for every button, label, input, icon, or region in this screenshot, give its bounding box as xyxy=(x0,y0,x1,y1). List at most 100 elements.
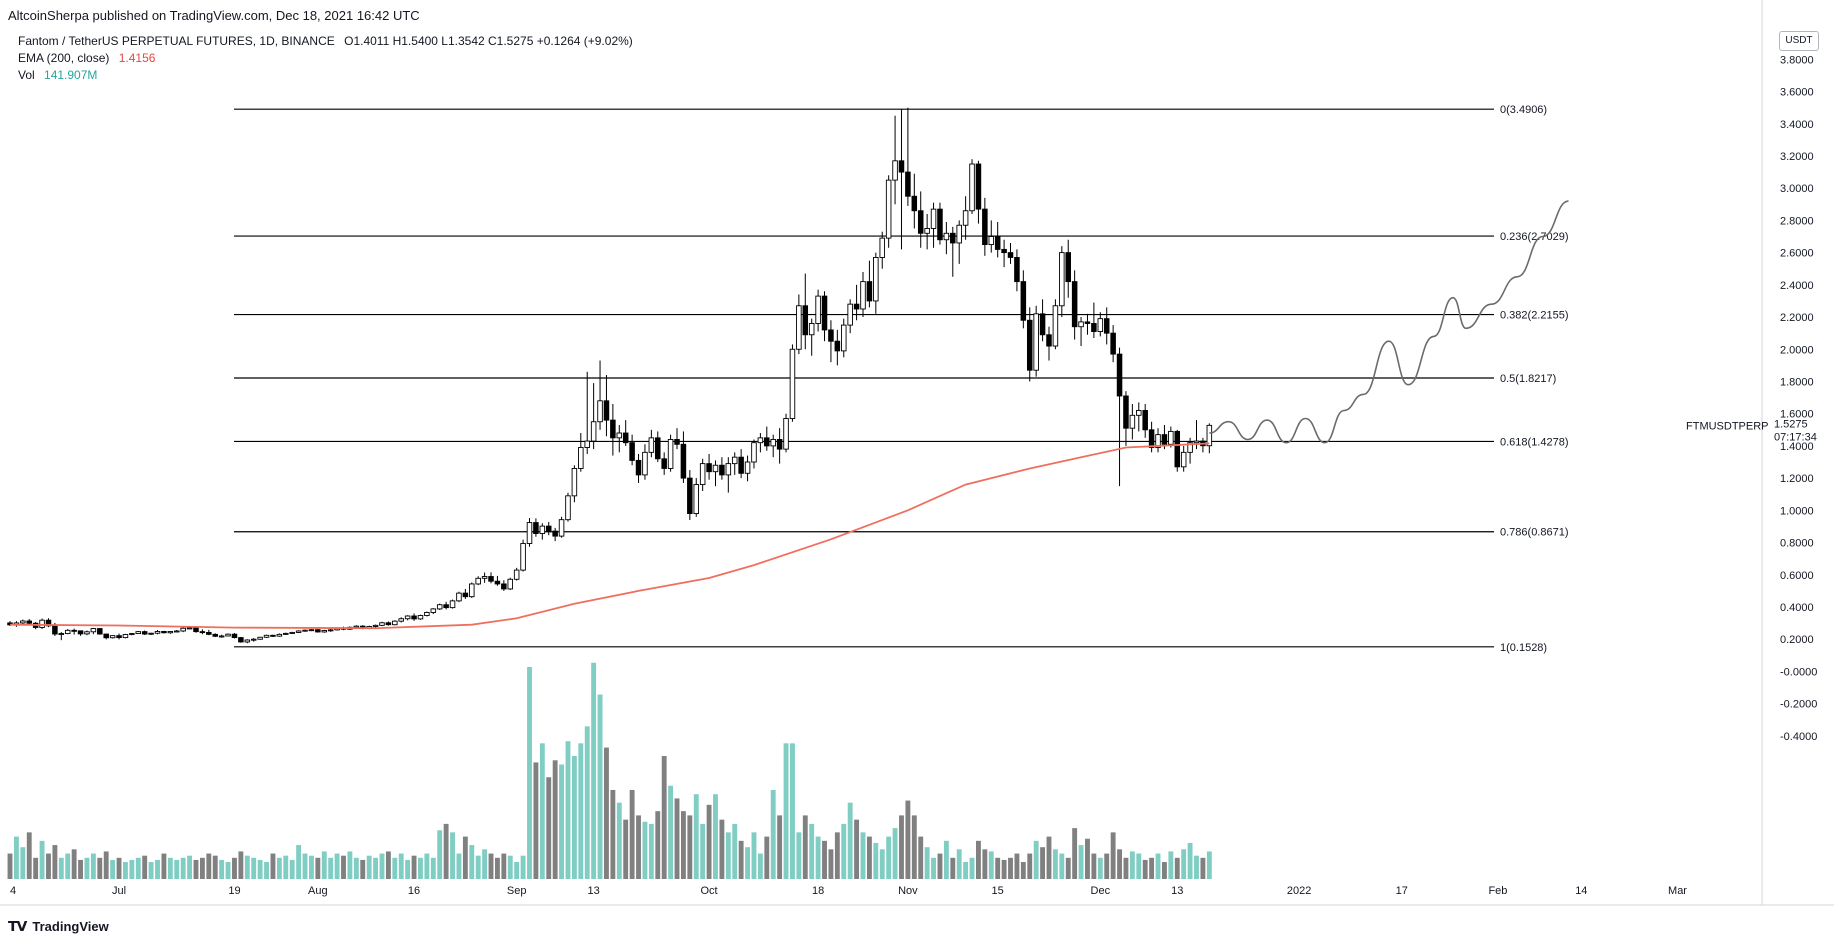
volume-bar xyxy=(199,857,205,879)
volume-bar xyxy=(1059,853,1065,879)
candle xyxy=(789,344,796,422)
volume-bar xyxy=(527,667,532,879)
candle xyxy=(975,160,982,224)
candle xyxy=(436,603,443,611)
volume-bar xyxy=(469,845,475,879)
candle xyxy=(924,213,930,250)
volume-bar xyxy=(1040,847,1046,879)
volume-bar xyxy=(283,855,289,879)
legend-symbol-row: Fantom / TetherUS PERPETUAL FUTURES, 1D,… xyxy=(18,33,633,50)
candle xyxy=(295,630,302,634)
volume-bar xyxy=(648,823,654,879)
volume-bar xyxy=(706,804,712,879)
volume-bar xyxy=(1001,859,1007,879)
volume-bar xyxy=(341,855,346,879)
volume-bar xyxy=(790,743,795,879)
volume-bar xyxy=(90,853,96,879)
candle xyxy=(475,576,481,586)
candle xyxy=(1007,242,1014,264)
volume-bar xyxy=(642,821,648,879)
volume-bar xyxy=(745,847,750,879)
candle xyxy=(526,518,533,547)
tradingview-footer[interactable]: 𝗧𝗩 TradingView xyxy=(8,918,109,935)
volume-bar xyxy=(1046,836,1052,879)
candle xyxy=(1026,307,1033,382)
candle xyxy=(501,580,507,591)
volume-bar xyxy=(206,853,212,879)
candle xyxy=(109,635,116,639)
volume-bar xyxy=(879,849,885,879)
price-tick-label: 3.0000 xyxy=(1780,183,1814,195)
candle xyxy=(39,618,45,629)
volume-bar xyxy=(1168,851,1174,879)
candle xyxy=(578,433,584,472)
currency-button[interactable]: USDT xyxy=(1779,31,1819,51)
candle xyxy=(1187,437,1193,464)
candle xyxy=(1206,423,1213,454)
volume-bar xyxy=(187,855,193,879)
fibonacci-retracement[interactable]: 0(3.4906) 0.236(2.7029) 0.382(2.2155) 0.5(1… xyxy=(234,104,1569,654)
price-tick-label: 1.2000 xyxy=(1780,473,1814,485)
volume-bar xyxy=(616,802,622,879)
legend-vol-value: 141.907M xyxy=(44,68,98,82)
volume-bar xyxy=(565,741,571,879)
volume-bar xyxy=(796,832,802,879)
price-axis[interactable]: 3.8000 3.6000 3.4000 3.2000 3.0000 2.8000 2.60… xyxy=(0,0,1834,906)
volume-bar xyxy=(328,857,334,879)
candle xyxy=(1174,429,1181,472)
volume-bar xyxy=(1149,857,1155,879)
projection-drawing[interactable] xyxy=(1209,200,1569,444)
volume-bar xyxy=(629,789,635,879)
volume-bar xyxy=(1104,853,1110,879)
candle xyxy=(783,413,789,453)
volume-bar xyxy=(1072,828,1078,879)
candlestick-series xyxy=(7,107,1213,644)
volume-bar xyxy=(655,811,661,879)
volume-bar xyxy=(78,859,83,879)
candle xyxy=(161,630,167,634)
volume-bar xyxy=(424,853,430,879)
volume-bar xyxy=(905,800,911,879)
candle xyxy=(1084,313,1091,335)
time-tick-label: Nov xyxy=(898,885,918,897)
volume-bar xyxy=(1200,857,1206,879)
volume-bar xyxy=(123,862,128,879)
candle xyxy=(866,260,873,308)
candle xyxy=(1078,317,1084,347)
volume-bar xyxy=(161,853,167,879)
candle xyxy=(667,434,674,472)
candle xyxy=(148,632,154,636)
volume-bar xyxy=(725,832,731,879)
volume-bar xyxy=(982,849,988,879)
volume-bar xyxy=(482,849,488,879)
ema-200-line xyxy=(9,442,1210,630)
volume-bar xyxy=(1117,849,1122,879)
time-tick-label: Mar xyxy=(1668,885,1687,897)
volume-bar xyxy=(84,857,90,879)
price-tick-label: 1.6000 xyxy=(1780,409,1814,421)
candle xyxy=(494,575,501,586)
candle xyxy=(706,453,712,480)
time-axis[interactable]: Jul 19 Aug 16 Sep 13 Oct 18 Nov 15 Dec 13 2022 17 Feb 1… xyxy=(10,885,1687,897)
candle xyxy=(719,457,725,480)
volume-bar xyxy=(1078,845,1084,879)
volume-bar xyxy=(373,857,379,879)
volume-bar xyxy=(46,853,51,879)
volume-bar xyxy=(232,857,237,879)
candle xyxy=(917,191,924,248)
candle xyxy=(680,431,687,483)
candle xyxy=(738,449,744,479)
volume-bar xyxy=(918,836,924,879)
candle xyxy=(911,173,918,229)
candle xyxy=(597,360,603,430)
volume-bar xyxy=(924,847,930,879)
volume-bar xyxy=(610,789,616,879)
volume-bar xyxy=(251,857,257,879)
candle xyxy=(661,452,667,475)
chart-legend: Fantom / TetherUS PERPETUAL FUTURES, 1D,… xyxy=(18,33,633,84)
volume-bar xyxy=(757,853,763,879)
volume-bar xyxy=(1065,857,1071,879)
legend-ema-value: 1.4156 xyxy=(118,51,156,65)
volume-bar xyxy=(20,847,26,879)
